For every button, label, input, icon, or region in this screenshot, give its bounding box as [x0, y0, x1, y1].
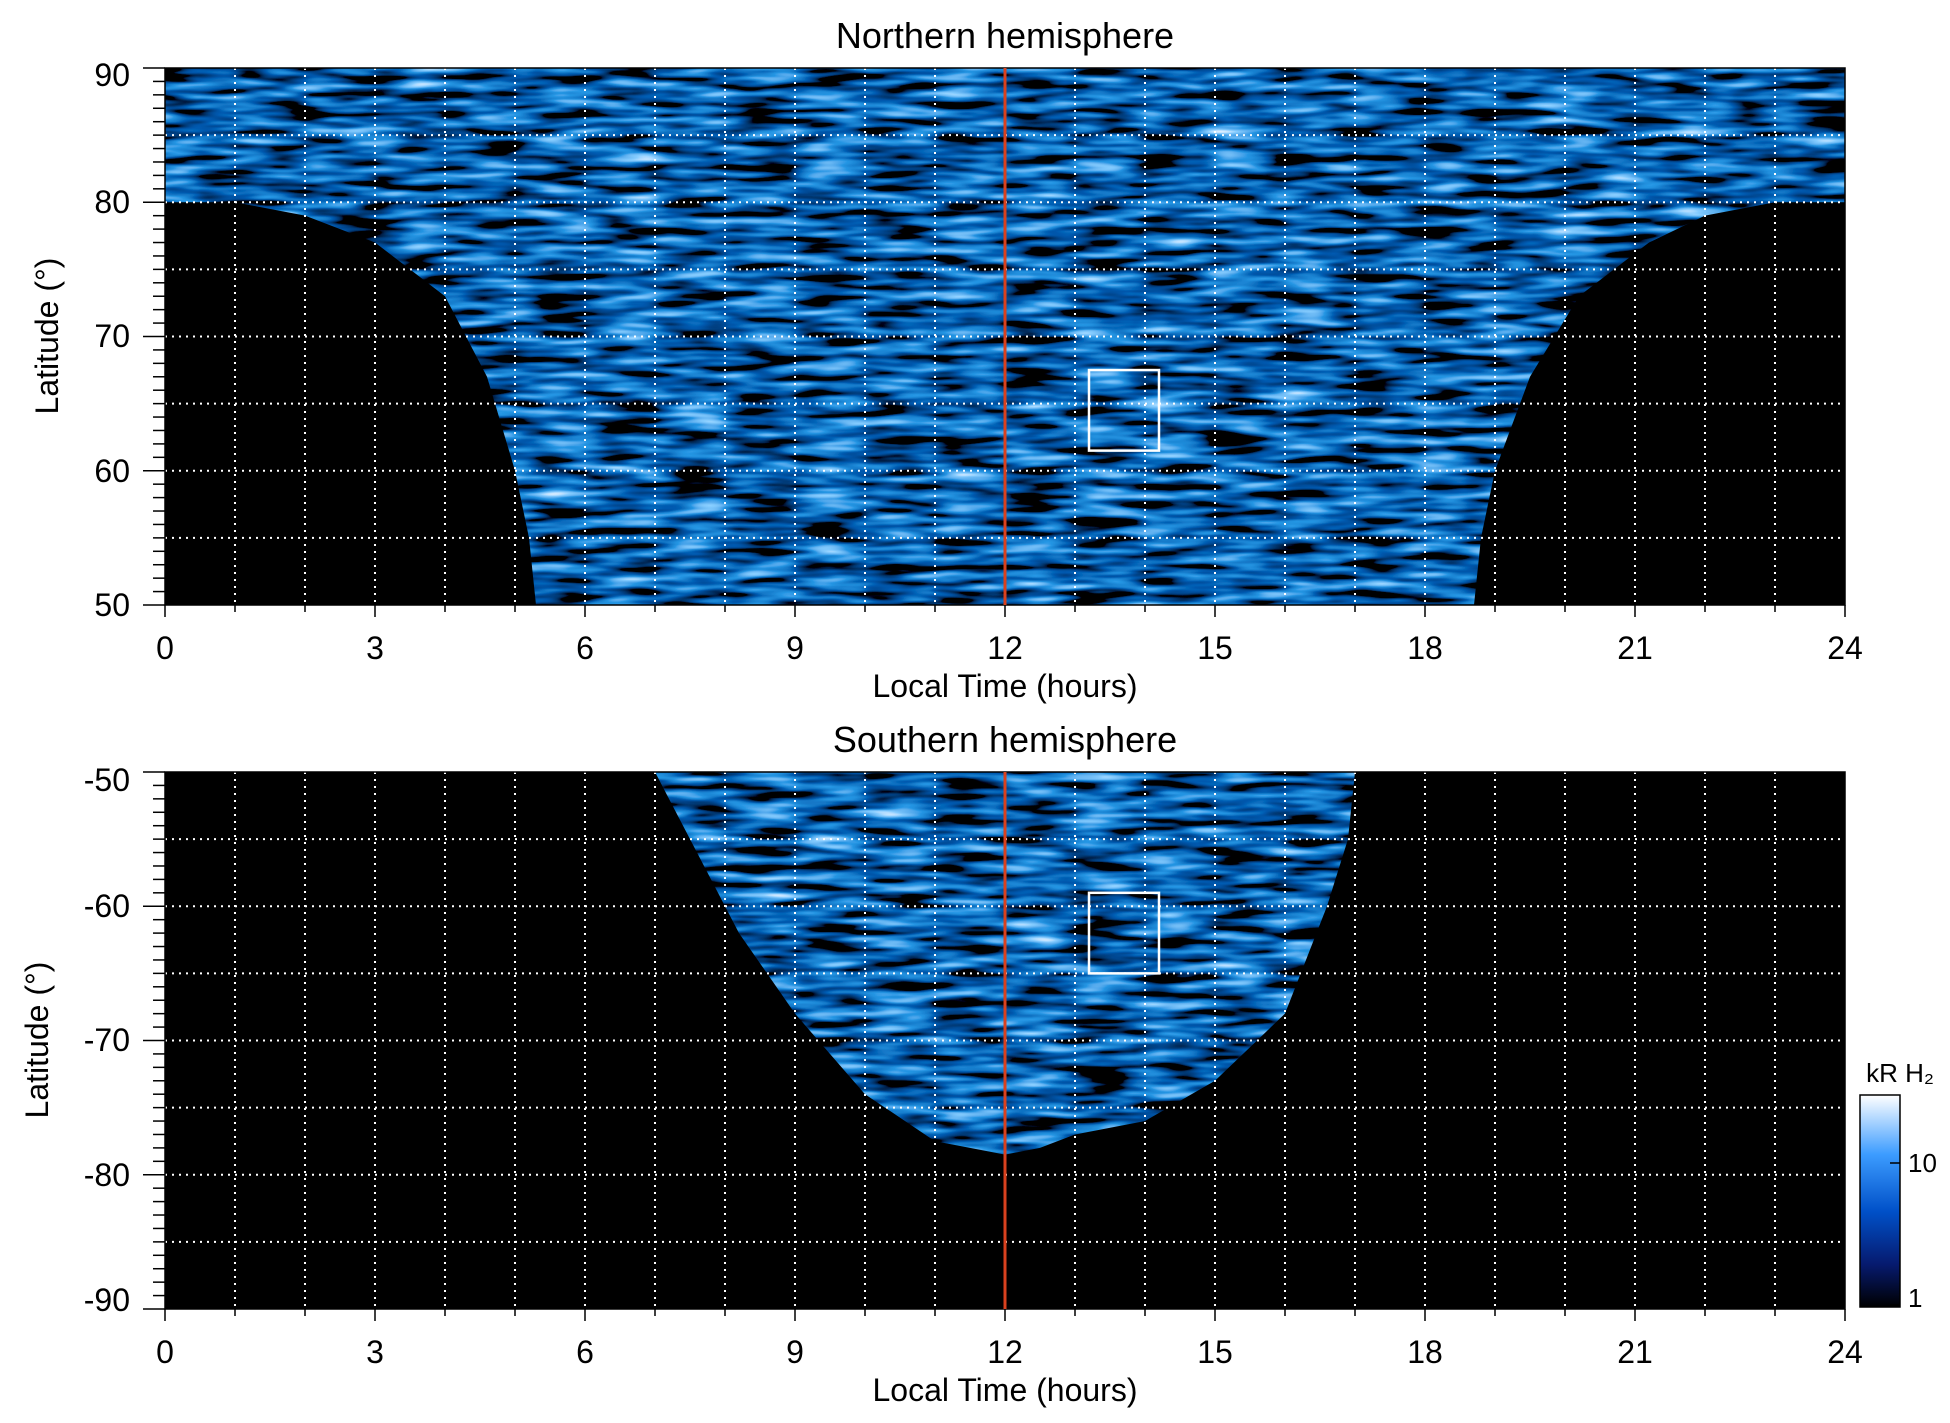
colorbar: kR H₂ 10 1 [1859, 1058, 1937, 1313]
south-x-tick-label: 15 [1197, 1334, 1233, 1370]
colorbar-tick-label: 10 [1908, 1148, 1937, 1178]
colorbar-gradient [1859, 1094, 1901, 1308]
south-y-tick-label: -60 [84, 888, 130, 924]
north-x-tick-label: 15 [1197, 630, 1233, 666]
north-x-tick-label: 18 [1407, 630, 1443, 666]
north-x-tick-labels: 0 3 6 9 12 15 18 21 24 [156, 630, 1863, 666]
north-x-tick-label: 6 [576, 630, 594, 666]
north-x-tick-label: 12 [987, 630, 1023, 666]
south-y-tick-label: -70 [84, 1022, 130, 1058]
north-y-tick-label: 70 [94, 318, 130, 354]
south-chart-title: Southern hemisphere [833, 719, 1177, 760]
south-y-axis-label: Latitude (°) [19, 962, 55, 1119]
south-x-tick-label: 21 [1617, 1334, 1653, 1370]
south-y-tick-label: -80 [84, 1157, 130, 1193]
south-x-tick-label: 3 [366, 1334, 384, 1370]
south-highlight-box [1087, 891, 1161, 975]
south-x-tick-label: 18 [1407, 1334, 1443, 1370]
south-x-axis-label: Local Time (hours) [873, 1372, 1138, 1408]
north-x-tick-label: 24 [1827, 630, 1863, 666]
north-highlight-box [1087, 368, 1161, 452]
south-x-tick-label: 24 [1827, 1334, 1863, 1370]
north-y-tick-labels: 50 60 70 80 90 [94, 57, 130, 623]
north-panel: Northern hemisphere 0 3 6 9 12 15 18 21 … [29, 15, 1863, 704]
south-y-tick-labels: -50 -60 -70 -80 -90 [84, 762, 130, 1318]
north-y-tick-label: 50 [94, 587, 130, 623]
south-y-tick-label: -90 [84, 1282, 130, 1318]
colorbar-label: kR H₂ [1866, 1058, 1934, 1088]
north-axis-ticks [143, 67, 1846, 617]
north-y-tick-label: 80 [94, 184, 130, 220]
south-x-tick-label: 6 [576, 1334, 594, 1370]
south-x-tick-label: 9 [786, 1334, 804, 1370]
north-x-tick-label: 21 [1617, 630, 1653, 666]
north-y-tick-label: 90 [94, 57, 130, 93]
north-x-tick-label: 0 [156, 630, 174, 666]
south-x-tick-labels: 0 3 6 9 12 15 18 21 24 [156, 1334, 1863, 1370]
south-x-tick-label: 0 [156, 1334, 174, 1370]
south-axis-ticks [143, 771, 1846, 1321]
north-chart-title: Northern hemisphere [836, 15, 1174, 56]
north-y-axis-label: Latitude (°) [29, 258, 65, 415]
north-x-axis-label: Local Time (hours) [873, 668, 1138, 704]
south-panel: Southern hemisphere 0 3 6 9 12 15 18 21 … [19, 719, 1863, 1408]
north-x-tick-label: 3 [366, 630, 384, 666]
south-x-tick-label: 12 [987, 1334, 1023, 1370]
colorbar-tick-label: 1 [1908, 1283, 1922, 1313]
north-x-tick-label: 9 [786, 630, 804, 666]
south-y-tick-label: -50 [84, 762, 130, 798]
north-y-tick-label: 60 [94, 453, 130, 489]
